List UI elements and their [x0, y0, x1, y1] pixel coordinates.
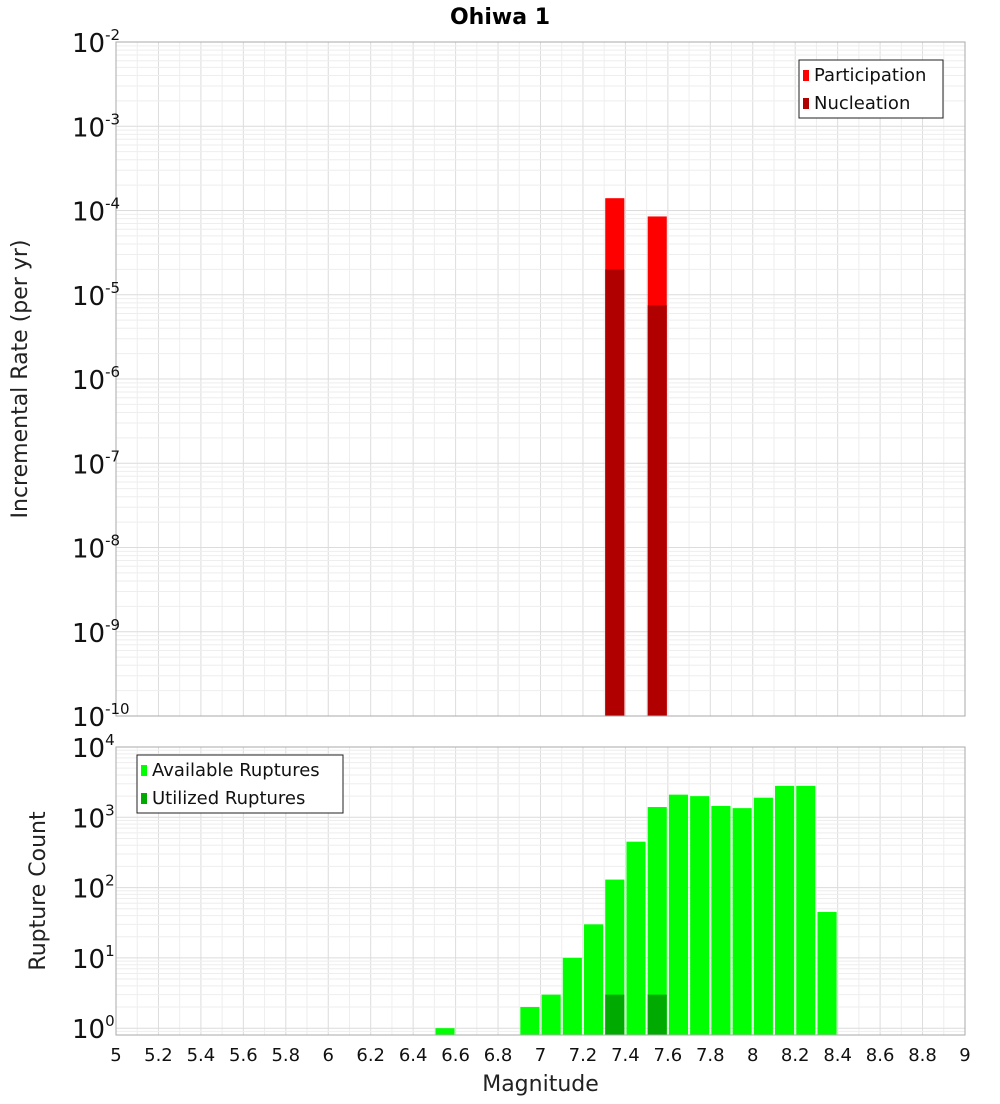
y-tick-label: 103 [72, 801, 115, 834]
x-tick-label: 7 [535, 1045, 546, 1066]
legend: Available Ruptures Utilized Ruptures [136, 754, 344, 814]
bar-nucleation [647, 305, 667, 716]
bar-available-ruptures [520, 1007, 540, 1035]
y-axis-label: Incremental Rate (per yr) [8, 240, 33, 519]
legend-label: Utilized Ruptures [152, 788, 305, 809]
bar-available-ruptures [796, 785, 816, 1035]
bar-available-ruptures [562, 957, 582, 1035]
x-tick-label: 6.4 [399, 1045, 428, 1066]
bar-available-ruptures [732, 808, 752, 1035]
bar-available-ruptures [753, 797, 773, 1035]
bar-available-ruptures [690, 796, 710, 1035]
y-tick-label: 10-7 [72, 447, 120, 480]
y-tick-label: 10-10 [72, 700, 130, 733]
bar-available-ruptures [584, 924, 604, 1035]
legend-swatch [141, 793, 147, 804]
panel-1: 10-2 10-3 10-4 10-5 10-6 10-7 10-8 10-9 10-10 Inc… [8, 26, 966, 733]
x-tick-label: 8.8 [908, 1045, 937, 1066]
x-tick-label: 7.6 [654, 1045, 683, 1066]
chart-title: Ohiwa 1 [450, 5, 550, 30]
y-tick-label: 10-6 [72, 363, 120, 396]
x-tick-label: 6.2 [356, 1045, 385, 1066]
x-tick-label: 7.4 [611, 1045, 640, 1066]
x-axis-label: Magnitude [482, 1072, 599, 1097]
legend-box [798, 59, 944, 119]
x-tick-label: 5 [110, 1045, 121, 1066]
x-tick-label: 6 [323, 1045, 334, 1066]
x-tick-label: 9 [959, 1045, 970, 1066]
y-axis-label: Rupture Count [26, 811, 51, 971]
y-tick-label: 10-3 [72, 110, 120, 143]
x-tick-label: 8.2 [781, 1045, 810, 1066]
plot-frame [115, 41, 966, 717]
legend-label: Nucleation [814, 93, 910, 114]
legend-label: Available Ruptures [152, 760, 320, 781]
legend: Participation Nucleation [798, 59, 944, 119]
bar-available-ruptures [541, 994, 561, 1035]
bar-available-ruptures [668, 794, 689, 1035]
x-tick-label: 7.2 [569, 1045, 598, 1066]
x-tick-label: 6.8 [484, 1045, 513, 1066]
legend-swatch [141, 765, 147, 776]
x-tick-label: 6.6 [441, 1045, 470, 1066]
legend-label: Participation [814, 65, 926, 86]
legend-swatch [803, 70, 809, 81]
bar-available-ruptures [775, 785, 795, 1035]
x-tick-label: 5.2 [144, 1045, 173, 1066]
y-tick-label: 10-9 [72, 616, 120, 649]
x-tick-label: 5.6 [229, 1045, 258, 1066]
y-tick-label: 10-5 [72, 279, 120, 312]
bar-available-ruptures [626, 841, 646, 1035]
bar-utilized-ruptures [647, 994, 667, 1035]
x-tick-label: 8.6 [866, 1045, 895, 1066]
bar-nucleation [605, 269, 625, 716]
x-tick-label: 5.8 [271, 1045, 300, 1066]
plot-frame [115, 746, 966, 1036]
x-tick-label: 5.4 [187, 1045, 216, 1066]
panel-2: 104 103 102 101 100 Rupture Count Available Ru… [26, 731, 966, 1045]
x-tick-label: 8 [747, 1045, 758, 1066]
bar-utilized-ruptures [605, 994, 625, 1035]
y-tick-label: 104 [72, 731, 115, 764]
x-tick-label: 7.8 [696, 1045, 725, 1066]
bar-available-ruptures [647, 807, 667, 1035]
y-tick-label: 10-8 [72, 532, 120, 565]
y-tick-label: 100 [72, 1012, 115, 1045]
y-tick-label: 101 [72, 942, 115, 975]
bar-available-ruptures [435, 1028, 455, 1035]
legend-box [136, 754, 344, 814]
y-tick-label: 10-2 [72, 26, 120, 59]
x-tick-label: 8.4 [823, 1045, 852, 1066]
bar-available-ruptures [711, 805, 731, 1035]
y-tick-label: 102 [72, 872, 115, 905]
legend-swatch [803, 98, 809, 109]
bar-available-ruptures [817, 911, 837, 1035]
y-tick-label: 10-4 [72, 195, 120, 228]
